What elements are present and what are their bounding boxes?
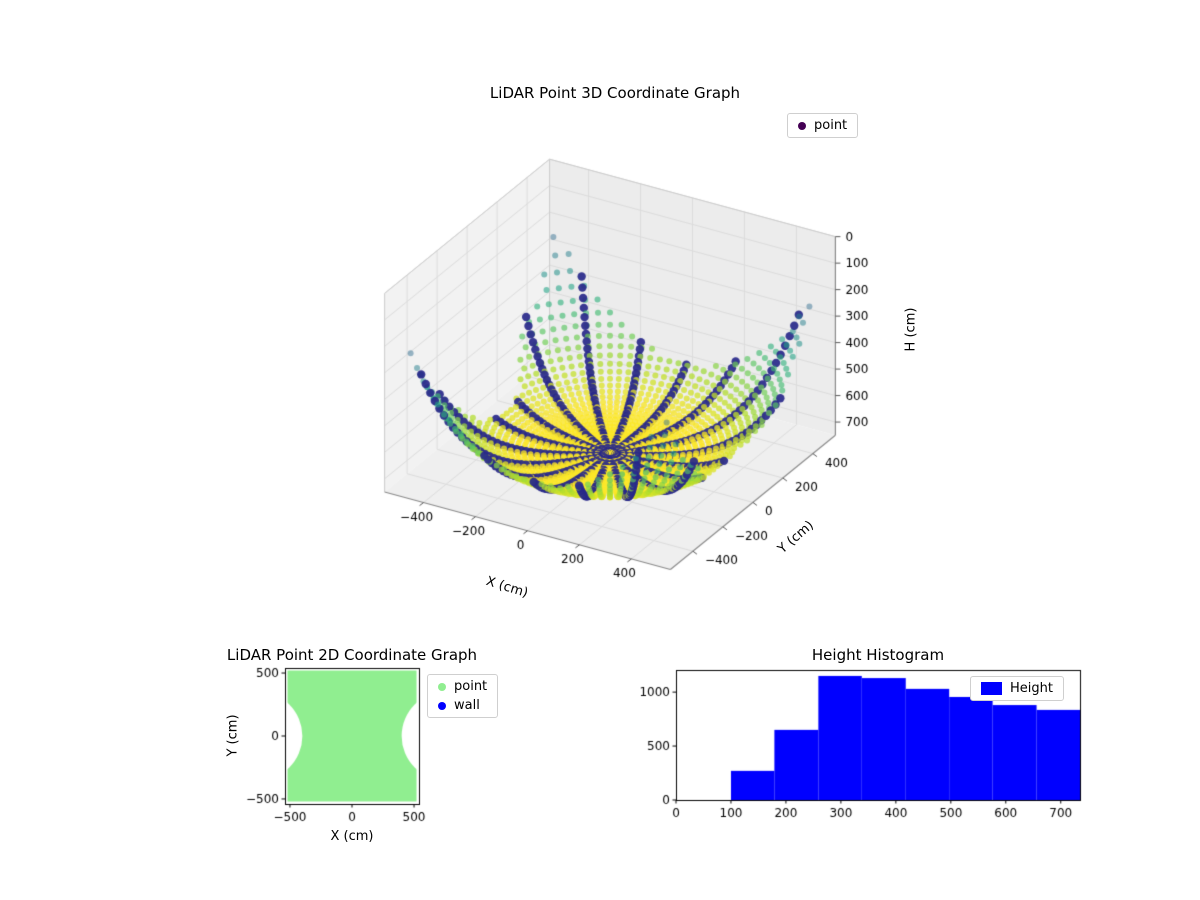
legend-label-point: point bbox=[454, 679, 488, 694]
point-marker-icon bbox=[438, 682, 446, 691]
legend-row-point: point bbox=[438, 679, 487, 694]
height-swatch-icon bbox=[981, 682, 1002, 695]
wall-marker-icon bbox=[438, 701, 446, 710]
plot2d-legend: point wall bbox=[427, 674, 499, 718]
point-marker-icon bbox=[798, 121, 806, 130]
legend-row-point: point bbox=[798, 118, 847, 133]
legend-row-wall: wall bbox=[438, 698, 487, 713]
plot2d-xlabel: X (cm) bbox=[330, 829, 374, 844]
plot2d-ylabel: Y (cm) bbox=[225, 714, 241, 757]
histogram-legend: Height bbox=[970, 676, 1064, 701]
legend-label-height: Height bbox=[1010, 681, 1053, 696]
plot3d-zlabel: H (cm) bbox=[903, 307, 919, 352]
legend-label-point: point bbox=[814, 118, 848, 133]
plot3d-canvas bbox=[280, 95, 1000, 655]
legend-label-wall: wall bbox=[454, 698, 480, 713]
plot3d-legend: point bbox=[787, 113, 859, 138]
legend-row-height: Height bbox=[981, 681, 1053, 696]
